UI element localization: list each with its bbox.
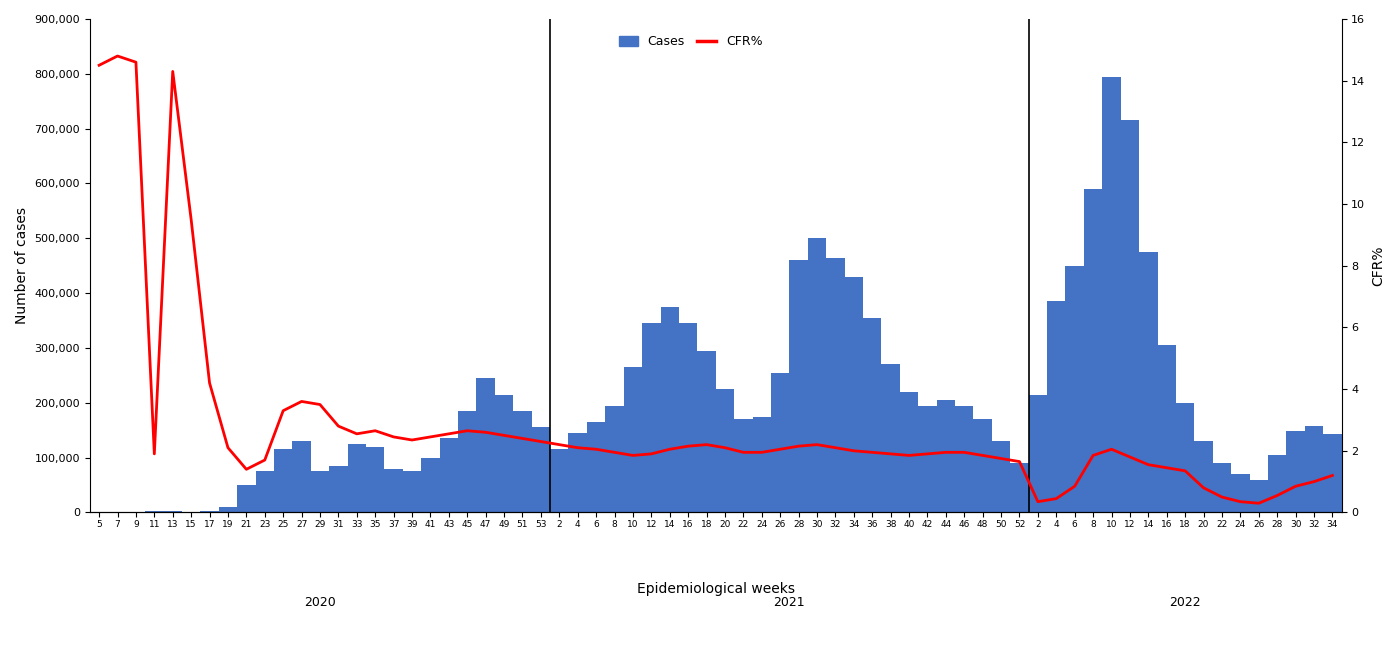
Bar bbox=[421, 458, 440, 512]
Bar bbox=[605, 405, 624, 512]
Bar bbox=[882, 365, 900, 512]
Bar bbox=[1287, 432, 1305, 512]
Bar bbox=[753, 417, 771, 512]
Bar bbox=[550, 450, 568, 512]
Bar bbox=[661, 307, 679, 512]
Bar bbox=[311, 472, 329, 512]
Bar bbox=[808, 238, 826, 512]
Legend: Cases, CFR%: Cases, CFR% bbox=[613, 30, 767, 53]
Bar bbox=[1268, 455, 1287, 512]
Bar bbox=[918, 405, 937, 512]
Bar bbox=[218, 507, 237, 512]
Bar bbox=[1029, 395, 1047, 512]
Bar bbox=[790, 261, 808, 512]
Bar bbox=[1084, 189, 1102, 512]
Bar bbox=[1121, 120, 1140, 512]
Bar bbox=[587, 422, 605, 512]
Bar bbox=[385, 469, 403, 512]
Bar bbox=[458, 411, 476, 512]
Bar bbox=[1194, 441, 1212, 512]
Bar bbox=[1323, 434, 1341, 512]
Bar bbox=[771, 373, 790, 512]
Y-axis label: Number of cases: Number of cases bbox=[15, 207, 29, 324]
Bar bbox=[1212, 463, 1231, 512]
Bar bbox=[1140, 252, 1158, 512]
Bar bbox=[237, 485, 256, 512]
Bar bbox=[293, 441, 311, 512]
Bar bbox=[643, 323, 661, 512]
Bar bbox=[734, 420, 753, 512]
Bar bbox=[514, 411, 532, 512]
Y-axis label: CFR%: CFR% bbox=[1371, 245, 1385, 286]
Bar bbox=[862, 318, 882, 512]
Bar bbox=[494, 395, 514, 512]
X-axis label: Epidemiological weeks: Epidemiological weeks bbox=[637, 582, 795, 596]
Bar bbox=[256, 472, 274, 512]
Bar bbox=[1176, 403, 1194, 512]
Bar bbox=[900, 392, 918, 512]
Bar bbox=[844, 277, 862, 512]
Bar bbox=[937, 400, 955, 512]
Bar bbox=[365, 447, 385, 512]
Bar bbox=[532, 428, 550, 512]
Bar bbox=[1231, 474, 1250, 512]
Bar bbox=[991, 441, 1011, 512]
Bar bbox=[1011, 463, 1029, 512]
Bar bbox=[1102, 77, 1121, 512]
Text: 2022: 2022 bbox=[1169, 597, 1201, 609]
Bar bbox=[403, 472, 421, 512]
Bar bbox=[679, 323, 697, 512]
Bar bbox=[697, 351, 715, 512]
Bar bbox=[568, 433, 587, 512]
Bar bbox=[1047, 301, 1065, 512]
Bar bbox=[347, 444, 365, 512]
Bar bbox=[440, 438, 458, 512]
Bar bbox=[1305, 426, 1323, 512]
Bar bbox=[973, 420, 991, 512]
Bar bbox=[1158, 345, 1176, 512]
Bar bbox=[274, 450, 293, 512]
Bar bbox=[1250, 480, 1268, 512]
Bar bbox=[146, 511, 164, 512]
Bar bbox=[329, 466, 347, 512]
Bar bbox=[1065, 266, 1084, 512]
Text: 2021: 2021 bbox=[774, 597, 805, 609]
Bar bbox=[955, 405, 973, 512]
Bar bbox=[624, 367, 643, 512]
Bar bbox=[826, 258, 844, 512]
Bar bbox=[476, 378, 494, 512]
Text: 2020: 2020 bbox=[304, 597, 336, 609]
Bar bbox=[715, 389, 734, 512]
